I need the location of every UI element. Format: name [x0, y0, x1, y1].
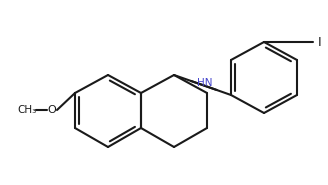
Text: HN: HN: [197, 78, 212, 88]
Text: I: I: [318, 36, 322, 48]
Text: O: O: [48, 105, 56, 115]
Text: CH₃: CH₃: [17, 105, 37, 115]
